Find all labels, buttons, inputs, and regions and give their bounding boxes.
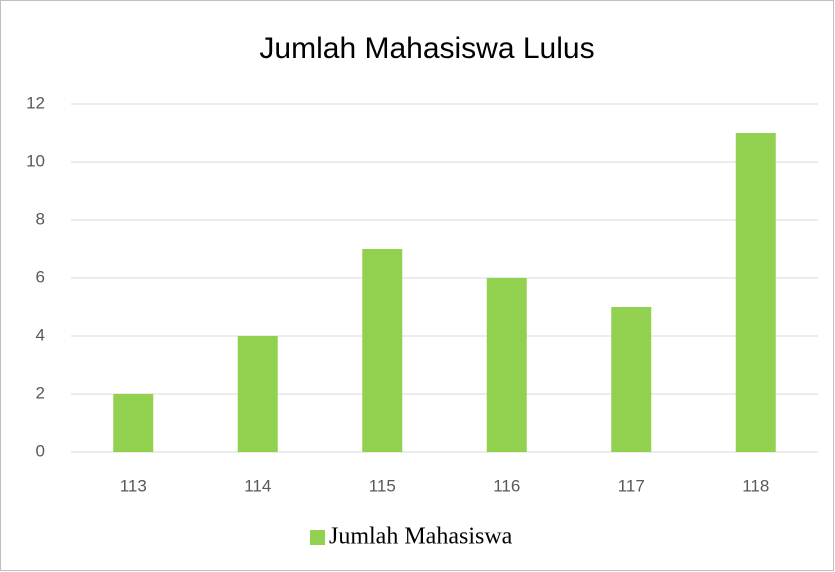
y-tick-label: 2 — [36, 383, 45, 402]
y-tick-label: 8 — [36, 209, 45, 228]
bar — [735, 133, 776, 452]
y-tick-label: 12 — [26, 93, 45, 112]
x-tick-label: 117 — [618, 476, 645, 495]
bar — [237, 336, 278, 452]
x-tick-label: 115 — [369, 476, 396, 495]
bar — [486, 278, 527, 452]
y-tick-label: 6 — [36, 267, 45, 286]
legend-swatch — [310, 530, 325, 545]
bar — [362, 249, 403, 452]
legend-label: Jumlah Mahasiswa — [329, 524, 513, 550]
chart-title: Jumlah Mahasiswa Lulus — [259, 32, 594, 65]
x-tick-label: 114 — [244, 476, 271, 495]
x-tick-label: 113 — [120, 476, 147, 495]
y-tick-label: 10 — [26, 151, 45, 170]
y-tick-label: 4 — [36, 325, 45, 344]
bar — [113, 394, 154, 452]
x-tick-label: 118 — [742, 476, 769, 495]
x-tick-label: 116 — [493, 476, 520, 495]
y-tick-label: 0 — [36, 441, 45, 460]
bar — [611, 307, 652, 452]
